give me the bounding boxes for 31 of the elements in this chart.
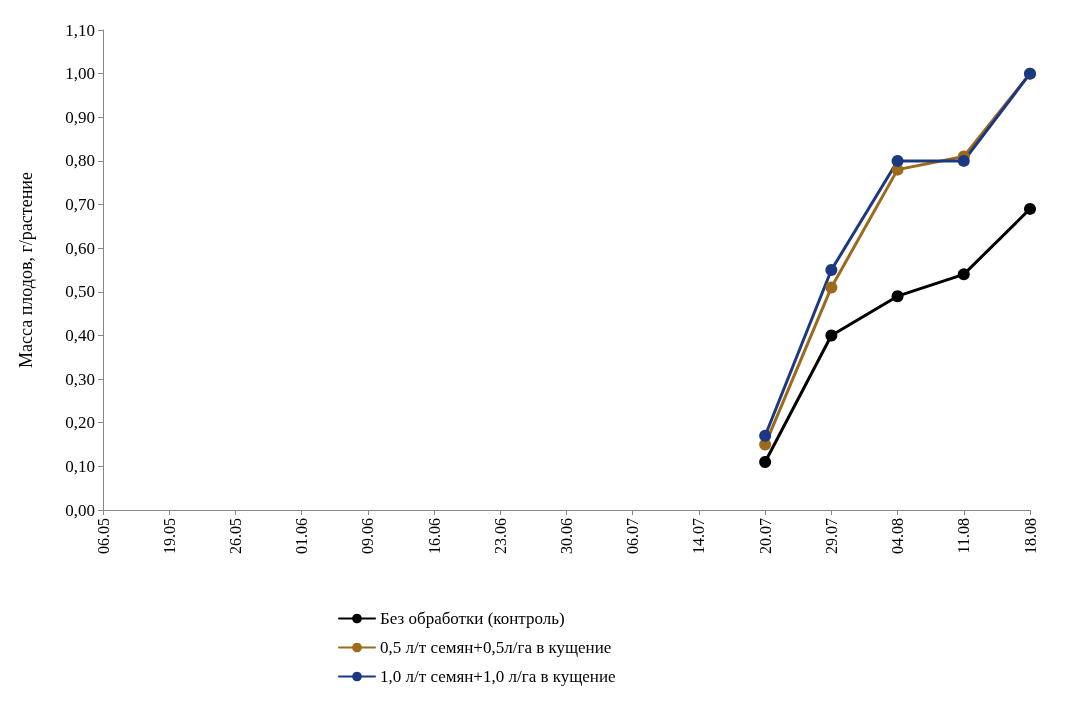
x-tick-label: 06.07 [624, 518, 642, 554]
x-tick-label: 04.08 [889, 518, 907, 554]
y-tick-label: 0,80 [65, 151, 95, 171]
y-tick-label: 0,00 [65, 500, 95, 520]
y-tick-label: 0,40 [65, 325, 95, 345]
y-tick-label: 0,20 [65, 413, 95, 433]
y-tick-label: 0,30 [65, 369, 95, 389]
y-axis-title: Масса плодов, г/растение [16, 172, 36, 368]
x-tick-label: 29.07 [822, 518, 840, 554]
y-tick-label: 1,10 [65, 20, 95, 40]
x-tick-label: 06.05 [94, 518, 112, 554]
y-tick-label: 0,70 [65, 195, 95, 215]
x-tick-label: 30.06 [558, 518, 575, 554]
x-tick-label: 23.06 [491, 518, 509, 554]
x-tick-label: 09.06 [359, 518, 377, 554]
x-tick-label: 20.07 [756, 518, 774, 554]
legend-label: 0,5 л/т семян+0,5л/га в кущение [380, 638, 612, 657]
y-tick-label: 0,90 [65, 107, 95, 127]
y-tick-label: 0,50 [65, 282, 95, 302]
x-tick-label: 11.08 [955, 518, 973, 554]
y-tick-label: 0,10 [65, 456, 95, 476]
x-tick-label: 26.05 [226, 518, 244, 554]
y-tick-label: 0,60 [65, 238, 95, 258]
x-tick-label: 16.06 [425, 518, 443, 554]
x-tick-label: 18.08 [1021, 518, 1039, 554]
legend-label: 1,0 л/т семян+1,0 л/га в кущение [380, 667, 616, 686]
x-tick-label: 19.05 [160, 518, 178, 554]
legend-label: Без обработки (контроль) [380, 609, 565, 628]
x-tick-label: 01.06 [293, 518, 311, 554]
x-tick-label: 14.07 [690, 518, 708, 554]
y-tick-label: 1,00 [65, 64, 95, 84]
